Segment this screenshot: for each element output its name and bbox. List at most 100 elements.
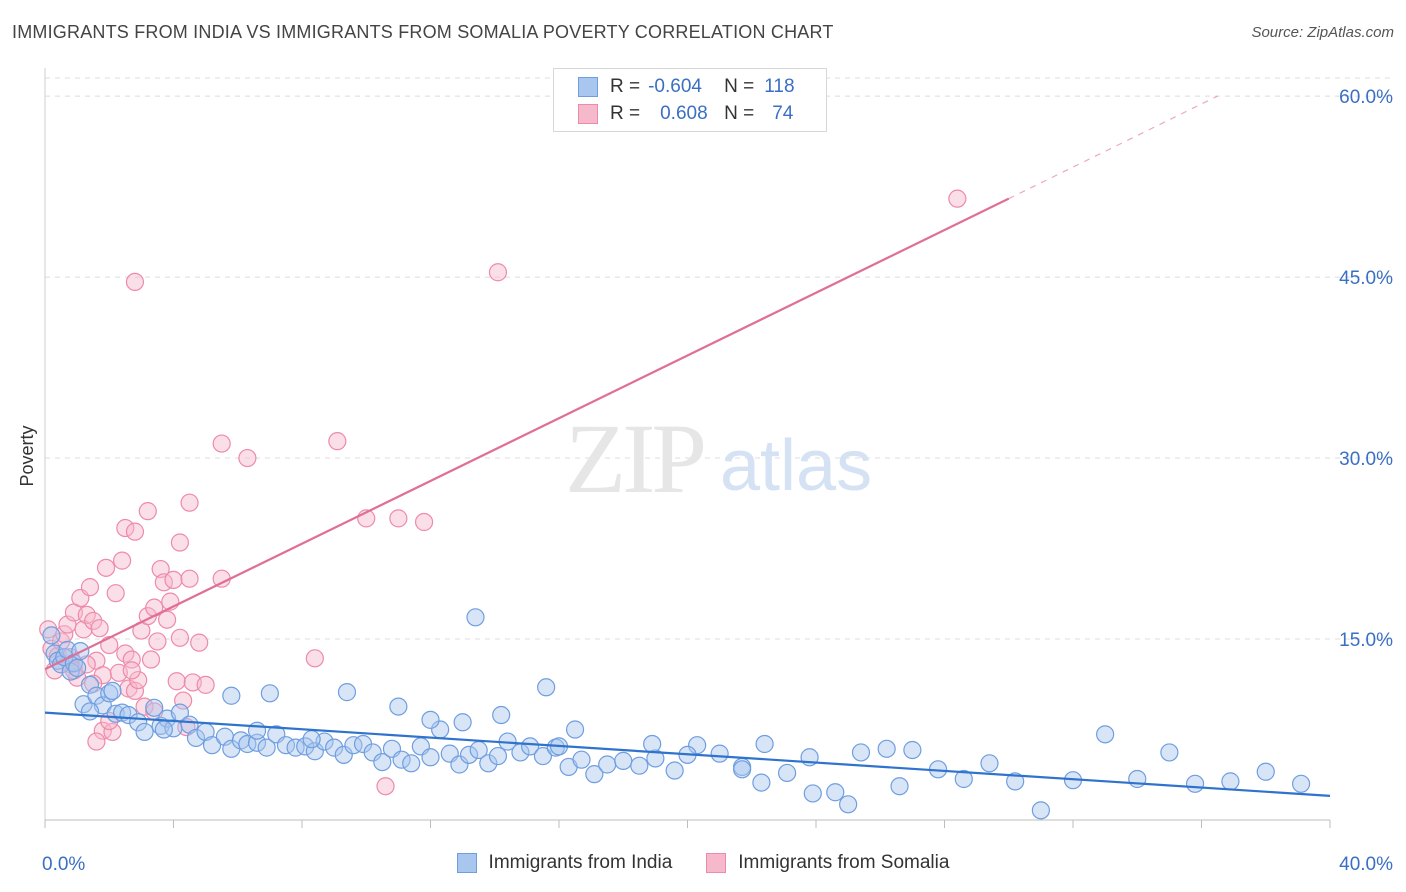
somalia-point (138, 502, 157, 521)
india-point (260, 684, 279, 703)
india-point (777, 763, 797, 783)
india-point (286, 738, 305, 757)
somalia-trend-extension (1008, 95, 1218, 200)
india-point (103, 681, 122, 701)
series-label-somalia: Immigrants from Somalia (738, 852, 950, 873)
india-point (389, 697, 408, 716)
somalia-point (93, 721, 112, 740)
somalia-point (96, 558, 116, 577)
india-point (257, 738, 276, 757)
india-point (80, 675, 100, 694)
india-point (877, 739, 896, 758)
india-point (450, 755, 469, 774)
india-point (135, 722, 154, 742)
somalia-point (84, 611, 103, 631)
india-point (839, 795, 858, 814)
india-point (890, 777, 909, 796)
india-point (479, 754, 498, 773)
somalia-point (164, 570, 183, 590)
somalia-point (135, 697, 154, 716)
india-point (74, 695, 93, 714)
india-point (565, 720, 585, 739)
india-point (1031, 801, 1050, 820)
source-label: Source: ZipAtlas.com (1251, 24, 1394, 41)
india-point (1256, 762, 1275, 781)
somalia-point (125, 272, 145, 291)
india-point (305, 742, 324, 761)
india-points (42, 608, 1311, 820)
india-point (421, 748, 440, 767)
india-point (402, 754, 421, 773)
india-point (363, 743, 382, 762)
india-point (643, 734, 662, 754)
somalia-point (328, 432, 347, 451)
india-point (755, 734, 774, 754)
legend-r-label: R = (610, 103, 641, 124)
india-point (488, 746, 508, 766)
x-tick-label: 0.0% (42, 854, 85, 875)
india-point (80, 702, 100, 721)
somalia-point (157, 610, 177, 629)
india-point (980, 754, 999, 773)
legend-r-value-somalia: 0.608 (660, 103, 708, 124)
legend-row-somalia: R = 0.608 N = 74 (578, 100, 793, 128)
somalia-point (122, 650, 141, 669)
legend-n-value-somalia: 74 (772, 103, 794, 124)
india-point (68, 658, 87, 678)
somalia-point (112, 551, 132, 570)
india-point (598, 755, 617, 774)
india-point (646, 749, 665, 768)
india-point (325, 738, 344, 757)
india-point (453, 713, 472, 732)
somalia-trend-line (44, 197, 1010, 671)
legend-r-label: R = (610, 76, 641, 97)
india-point (334, 745, 353, 764)
somalia-point (80, 578, 100, 597)
legend-n-label: N = (724, 103, 755, 124)
correlation-legend: R = -0.604 N = 118 R = 0.608 N = 74 (553, 68, 827, 132)
india-point (665, 761, 684, 780)
india-point (1291, 774, 1311, 793)
india-point (733, 760, 752, 779)
india-point (630, 756, 649, 775)
x-tick-label: 40.0% (1339, 854, 1393, 875)
series-label-india: Immigrants from India (488, 852, 673, 873)
india-point (296, 737, 315, 756)
india-point (202, 736, 222, 755)
somalia-point (100, 635, 119, 655)
india-point (1160, 743, 1179, 762)
india-point (1128, 769, 1147, 789)
somalia-point (389, 509, 408, 528)
india-point (466, 608, 485, 627)
y-axis-label: Poverty (17, 425, 37, 486)
india-point (803, 784, 822, 803)
india-point (954, 769, 973, 789)
somalia-point (103, 722, 122, 742)
watermark-zip: ZIP (565, 403, 703, 514)
series-legend: Immigrants from India Immigrants from So… (0, 852, 1406, 874)
somalia-point (167, 672, 186, 691)
legend-row-india: R = -0.604 N = 118 (578, 73, 795, 101)
india-point (459, 745, 479, 764)
series-legend-india: Immigrants from India (456, 852, 673, 874)
chart-title: IMMIGRANTS FROM INDIA VS IMMIGRANTS FROM… (12, 22, 834, 42)
somalia-point (141, 650, 161, 669)
somalia-point (125, 681, 145, 701)
india-point (373, 752, 392, 772)
somalia-point (212, 434, 231, 453)
somalia-point (488, 263, 508, 282)
somalia-point (122, 661, 141, 680)
somalia-point (90, 619, 109, 638)
india-point (392, 750, 411, 769)
india-point (903, 740, 922, 760)
somalia-point (170, 628, 190, 647)
legend-swatch-somalia (578, 104, 598, 124)
series-legend-somalia: Immigrants from Somalia (706, 852, 949, 874)
india-point (247, 721, 267, 740)
india-point (238, 734, 257, 754)
india-point (520, 737, 540, 756)
india-point (302, 730, 321, 749)
legend-n-value-india: 118 (764, 76, 795, 97)
legend-n-label: N = (724, 76, 755, 97)
india-point (154, 720, 173, 739)
